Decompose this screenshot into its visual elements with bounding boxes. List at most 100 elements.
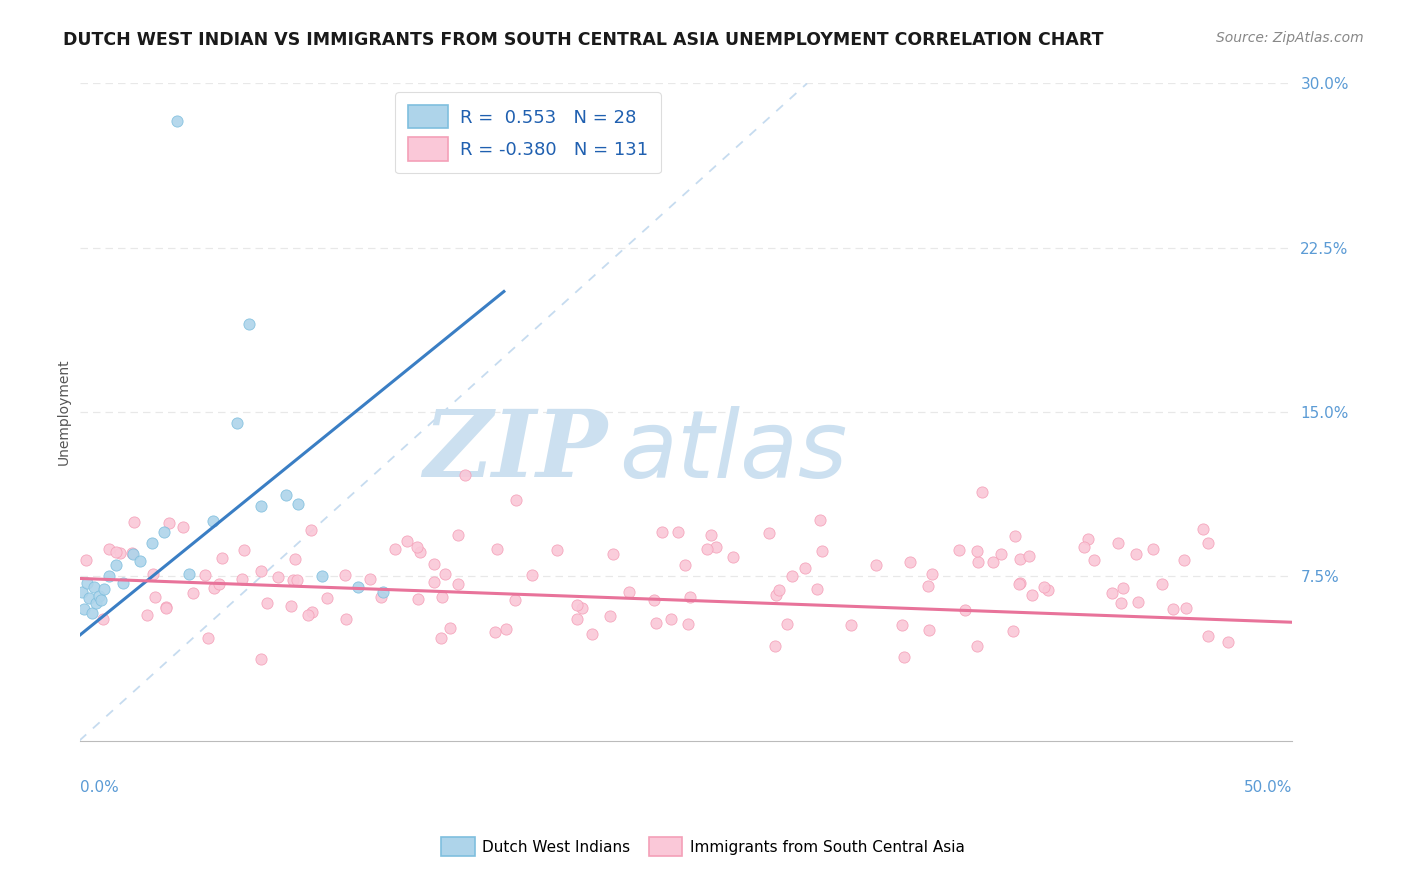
Point <box>676 616 699 631</box>
Point <box>1073 540 1095 554</box>
Point <box>673 558 696 573</box>
Text: atlas: atlas <box>619 406 848 497</box>
Point <box>90 593 112 607</box>
Point <box>1192 522 1215 536</box>
Point <box>136 607 159 622</box>
Point <box>301 605 323 619</box>
Legend: Dutch West Indians, Immigrants from South Central Asia: Dutch West Indians, Immigrants from Sout… <box>434 831 972 862</box>
Point <box>650 525 672 540</box>
Point <box>1038 582 1060 597</box>
Point <box>948 543 970 558</box>
Point <box>1126 595 1149 609</box>
Point <box>810 544 832 558</box>
Text: Source: ZipAtlas.com: Source: ZipAtlas.com <box>1216 31 1364 45</box>
Point <box>359 573 381 587</box>
Point <box>599 609 621 624</box>
Point <box>287 497 309 511</box>
Point <box>73 602 96 616</box>
Text: 0.0%: 0.0% <box>80 780 118 795</box>
Point <box>1021 588 1043 602</box>
Point <box>166 113 188 128</box>
Point <box>250 652 273 666</box>
Legend: R =  0.553   N = 28, R = -0.380   N = 131: R = 0.553 N = 28, R = -0.380 N = 131 <box>395 93 661 173</box>
Point <box>1083 553 1105 567</box>
Point <box>201 515 224 529</box>
Point <box>970 485 993 500</box>
Point <box>780 568 803 582</box>
Point <box>1010 551 1032 566</box>
Point <box>76 575 98 590</box>
Point <box>565 612 588 626</box>
Point <box>520 568 543 582</box>
Point <box>408 592 430 607</box>
Point <box>505 492 527 507</box>
Point <box>104 558 127 573</box>
Point <box>121 547 143 561</box>
Point <box>990 547 1012 561</box>
Point <box>967 555 990 569</box>
Point <box>1218 634 1240 648</box>
Point <box>238 318 260 332</box>
Point <box>157 516 180 531</box>
Point <box>299 524 322 538</box>
Point <box>644 615 666 630</box>
Point <box>765 588 787 602</box>
Point <box>121 546 143 560</box>
Point <box>1008 577 1031 591</box>
Point <box>98 541 121 556</box>
Point <box>129 554 152 568</box>
Point <box>141 536 163 550</box>
Point <box>155 600 177 615</box>
Point <box>250 499 273 513</box>
Point <box>898 555 921 569</box>
Point <box>86 595 108 609</box>
Point <box>453 468 475 483</box>
Point <box>1173 553 1195 567</box>
Text: 50.0%: 50.0% <box>1244 780 1292 795</box>
Point <box>335 612 357 626</box>
Point <box>565 599 588 613</box>
Point <box>232 543 254 558</box>
Point <box>181 585 204 599</box>
Point <box>485 542 508 557</box>
Point <box>250 564 273 578</box>
Point <box>194 567 217 582</box>
Point <box>405 540 427 554</box>
Point <box>108 545 131 559</box>
Point <box>395 533 418 548</box>
Point <box>83 580 105 594</box>
Point <box>666 525 689 540</box>
Point <box>891 618 914 632</box>
Point <box>758 526 780 541</box>
Point <box>1077 532 1099 546</box>
Point <box>315 591 337 605</box>
Point <box>1197 536 1219 550</box>
Point <box>347 580 370 594</box>
Point <box>434 566 457 581</box>
Point <box>153 525 176 540</box>
Point <box>721 550 744 565</box>
Point <box>447 528 470 542</box>
Point <box>226 416 249 430</box>
Point <box>1161 601 1184 615</box>
Point <box>70 584 93 599</box>
Point <box>839 618 862 632</box>
Point <box>1125 547 1147 561</box>
Point <box>953 603 976 617</box>
Point <box>661 612 683 626</box>
Point <box>806 582 828 596</box>
Point <box>696 541 718 556</box>
Point <box>256 597 278 611</box>
Point <box>333 567 356 582</box>
Text: ZIP: ZIP <box>423 407 607 497</box>
Point <box>274 488 297 502</box>
Point <box>495 622 517 636</box>
Point <box>408 545 430 559</box>
Point <box>704 540 727 554</box>
Point <box>280 599 302 613</box>
Point <box>432 590 454 604</box>
Point <box>197 631 219 645</box>
Point <box>311 569 333 583</box>
Point <box>384 541 406 556</box>
Point <box>202 581 225 595</box>
